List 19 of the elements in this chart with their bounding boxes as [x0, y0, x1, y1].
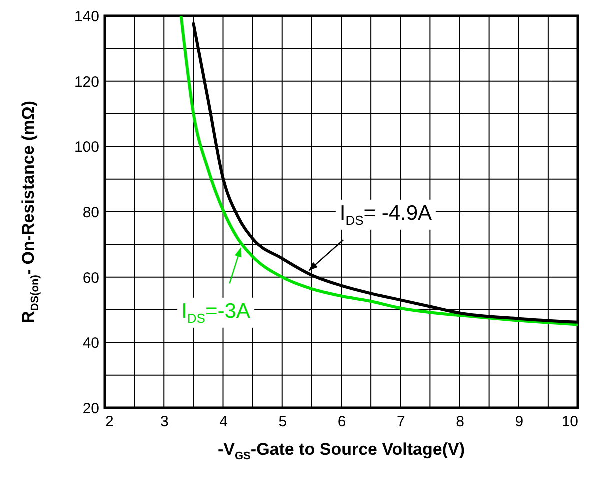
x-tick-label: 3 — [160, 414, 169, 430]
y-tick-label: 20 — [82, 400, 100, 418]
x-tick-label: 4 — [220, 414, 228, 430]
x-tick-label: 9 — [515, 414, 524, 430]
y-tick-label: 120 — [74, 74, 100, 91]
x-axis-title: -V$_{GS}$-Gate to Source Voltage(V) — [218, 440, 466, 462]
annotation: I$_{DS}$=-3A — [178, 298, 254, 328]
x-tick-label: 5 — [278, 414, 288, 430]
x-tick-label: 2 — [106, 414, 114, 430]
annotation: I$_{DS}$= -4.9A — [336, 200, 436, 230]
y-tick-label: 140 — [74, 8, 100, 26]
y-tick-label: 80 — [82, 204, 100, 222]
x-tick-label: 6 — [338, 414, 346, 430]
x-tick-label: 7 — [396, 414, 406, 430]
x-tick-label: 8 — [456, 414, 464, 430]
y-tick-label: 60 — [82, 270, 100, 287]
x-tick-label: 10 — [562, 414, 578, 430]
y-tick-label: 100 — [74, 139, 100, 156]
y-tick-label: 40 — [82, 335, 100, 352]
